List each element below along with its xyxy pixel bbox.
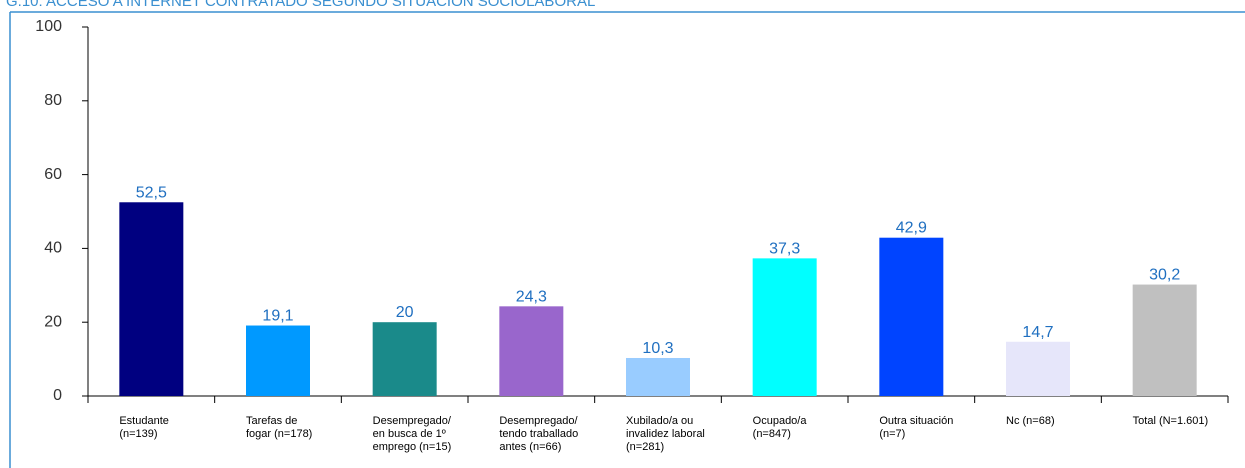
value-label: 14,7: [1022, 324, 1053, 341]
bar: [626, 357, 690, 396]
bar: [499, 306, 564, 396]
x-tick-label: Xubilado/a ou invalidez laboral (n=281): [626, 415, 705, 453]
y-tick-label: 80: [44, 92, 62, 109]
bar: [119, 202, 184, 396]
bar: [1006, 341, 1070, 396]
value-label: 19,1: [262, 308, 293, 325]
y-tick-label: 60: [44, 166, 62, 183]
value-label: 42,9: [896, 220, 927, 237]
value-label: 52,5: [136, 184, 167, 201]
bar: [372, 322, 437, 396]
bar: [1132, 284, 1197, 396]
x-tick-label: Estudante (n=139): [119, 415, 169, 440]
x-tick-label: Outra situación (n=7): [879, 415, 953, 440]
y-tick-label: 20: [44, 313, 62, 330]
y-tick-label: 0: [53, 387, 62, 404]
chart-title: G.10: ACCESO A INTERNET CONTRATADO SEGUN…: [6, 0, 595, 10]
x-tick-label: Desempregado/en busca de 1º emprego (n=15…: [373, 415, 452, 453]
x-tick-label: Ocupado/a (n=847): [753, 415, 808, 440]
x-tick-label: Nc (n=68): [1006, 415, 1055, 427]
y-tick-label: 40: [44, 240, 62, 257]
value-label: 10,3: [642, 340, 673, 357]
x-tick-label: Tarefas de fogar (n=178): [246, 415, 312, 440]
value-label: 30,2: [1149, 267, 1180, 284]
x-tick-label: Desempregado/tendo traballado antes (n=66…: [499, 415, 578, 453]
x-tick-label: Total (N=1.601): [1133, 415, 1209, 427]
bar: [879, 237, 944, 396]
bar: [752, 258, 817, 396]
value-label: 20: [396, 304, 414, 321]
value-label: 37,3: [769, 240, 800, 257]
y-tick-label: 100: [35, 18, 62, 35]
value-label: 24,3: [516, 288, 547, 305]
bar: [246, 325, 310, 396]
